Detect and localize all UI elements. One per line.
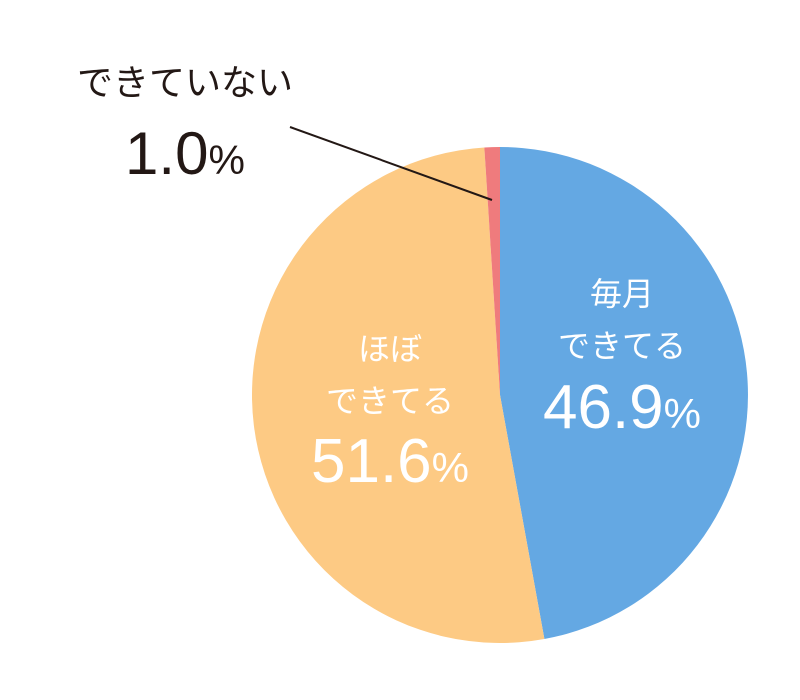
pie-slice-1 — [251, 147, 545, 643]
pie-slice-2 — [484, 146, 500, 395]
slice-label-text: 毎月 — [590, 275, 654, 313]
slice-value-label: 1.0% — [125, 120, 245, 187]
slice-value-label: 51.6% — [311, 427, 469, 496]
slice-label-text: できていない — [77, 63, 293, 104]
callout-leader-line — [289, 126, 493, 201]
slice-value-label: 46.9% — [543, 373, 701, 442]
slice-label-text: できてる — [326, 382, 454, 420]
slice-label-text: ほぼ — [358, 330, 422, 368]
slice-label-2: できていない 1.0% — [77, 63, 493, 201]
pie-slices — [251, 146, 748, 643]
pie-slice-0 — [500, 147, 748, 639]
slice-label-text: できてる — [558, 327, 686, 365]
